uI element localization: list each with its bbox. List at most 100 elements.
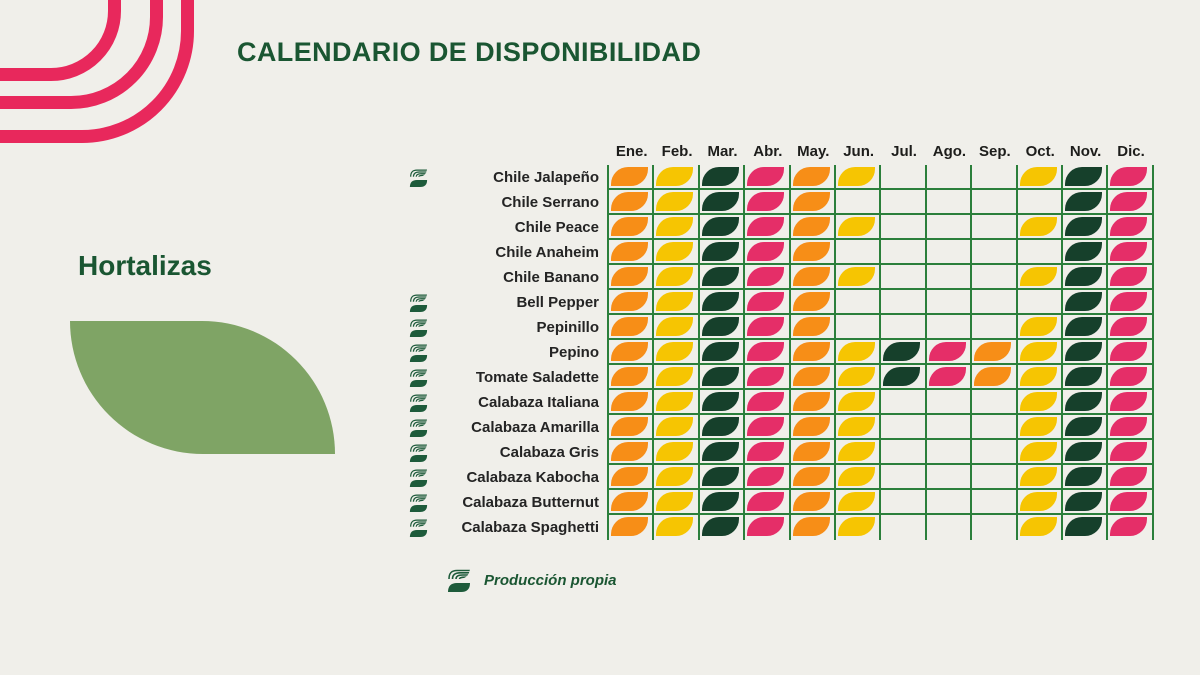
availability-leaf [611,517,648,536]
row-cells [607,490,1154,515]
month-cell [881,490,927,513]
month-cell [1063,165,1109,188]
legend: Producción propia [447,569,617,592]
month-cell [700,265,746,288]
availability-leaf [611,167,648,186]
month-cell [700,340,746,363]
month-cell [654,515,700,540]
row-cells [607,190,1154,215]
availability-leaf [611,442,648,461]
month-cell [972,340,1018,363]
month-cell [745,465,791,488]
month-cell [1063,290,1109,313]
month-cell [927,340,973,363]
availability-leaf [656,317,694,336]
availability-leaf [837,217,875,236]
month-cell [1108,240,1154,263]
availability-leaf [1110,517,1148,536]
availability-leaf [1110,367,1148,386]
own-production-icon-slot [405,190,431,215]
availability-leaf [1064,467,1102,486]
month-cell [1063,265,1109,288]
availability-leaf [1110,267,1148,286]
availability-leaf [792,242,830,261]
availability-leaf [611,417,648,436]
month-label: Nov. [1069,143,1102,160]
month-cell [972,165,1018,188]
availability-leaf [701,167,739,186]
row-cells [607,215,1154,240]
availability-leaf [1110,442,1148,461]
availability-leaf [611,342,648,361]
month-cell [836,390,882,413]
row-cells [607,240,1154,265]
month-cell [1108,365,1154,388]
availability-leaf [747,317,785,336]
row-label: Calabaza Butternut [462,494,599,511]
legend-label: Producción propia [484,572,617,589]
availability-leaf [611,267,648,286]
month-cell [927,440,973,463]
own-production-icon [409,319,428,337]
month-label: Dic. [1117,143,1145,160]
month-cell [972,440,1018,463]
own-production-icon [409,419,428,437]
own-production-icon-slot [405,215,431,240]
month-cell [654,290,700,313]
availability-leaf [1064,317,1102,336]
calendar-row: Calabaza Spaghetti [405,515,1154,540]
month-cell [836,215,882,238]
row-label: Calabaza Amarilla [471,419,599,436]
month-cell [745,440,791,463]
month-cell [654,265,700,288]
month-label: Ago. [932,143,967,160]
month-cell [1063,415,1109,438]
own-production-icon-slot [405,490,431,515]
availability-leaf [837,467,875,486]
month-cell [700,415,746,438]
availability-leaf [701,417,739,436]
availability-leaf [837,442,875,461]
availability-leaf [974,367,1012,386]
availability-leaf [792,217,830,236]
month-label: Mar. [707,143,738,160]
availability-leaf [611,317,648,336]
month-cell [927,390,973,413]
row-label: Chile Banano [503,269,599,286]
availability-leaf [1110,392,1148,411]
row-label: Chile Anaheim [495,244,599,261]
month-cell [1063,515,1109,540]
row-cells [607,390,1154,415]
availability-leaf [1019,367,1057,386]
month-cell [1018,465,1063,488]
month-cell [836,365,882,388]
month-cell [791,365,836,388]
availability-leaf [656,192,694,211]
month-cell [927,415,973,438]
month-cell [1063,340,1109,363]
availability-leaf [747,167,785,186]
availability-leaf [656,217,694,236]
month-cell [745,265,791,288]
availability-leaf [747,417,785,436]
availability-leaf [747,192,785,211]
month-cell [791,390,836,413]
own-production-icon-slot [405,390,431,415]
availability-leaf [928,342,966,361]
month-cell [745,365,791,388]
month-cell [609,465,655,488]
month-cell [1063,465,1109,488]
month-cell [836,515,882,540]
availability-leaf [1110,342,1148,361]
availability-leaf [701,217,739,236]
month-cell [745,240,791,263]
month-cell [609,340,655,363]
month-cell [745,340,791,363]
month-cell [1018,490,1063,513]
month-cell [972,415,1018,438]
availability-leaf [837,417,875,436]
month-cell [654,465,700,488]
availability-leaf [747,492,785,511]
month-cell [881,415,927,438]
availability-leaf [656,342,694,361]
